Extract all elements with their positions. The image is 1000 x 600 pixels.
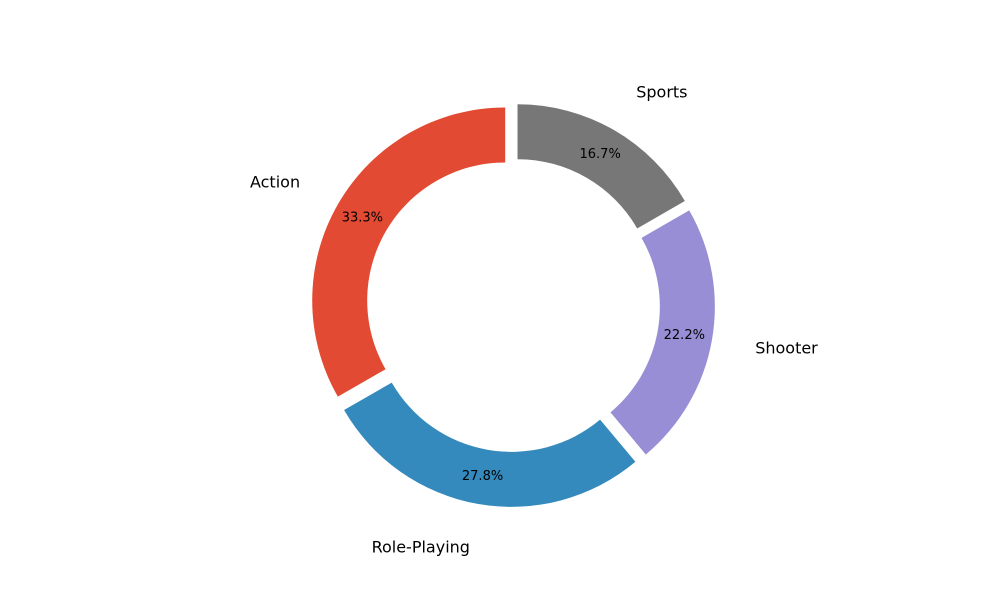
category-label-shooter: Shooter [755, 339, 818, 358]
labels-layer: 33.3% Action 27.8% Role-Playing 22.2% Shooter… [250, 83, 818, 557]
slice-action [312, 107, 506, 397]
slice-shooter [610, 210, 715, 455]
pct-label-role-playing: 27.8% [462, 469, 503, 484]
slice-role-playing [344, 382, 636, 507]
category-label-sports: Sports [636, 83, 687, 102]
pct-label-shooter: 22.2% [664, 328, 705, 343]
category-label-role-playing: Role-Playing [372, 538, 470, 557]
slice-sports [517, 104, 685, 229]
category-label-action: Action [250, 172, 300, 191]
pct-label-sports: 16.7% [580, 147, 621, 162]
slices-layer [312, 104, 715, 507]
pct-label-action: 33.3% [342, 210, 383, 225]
